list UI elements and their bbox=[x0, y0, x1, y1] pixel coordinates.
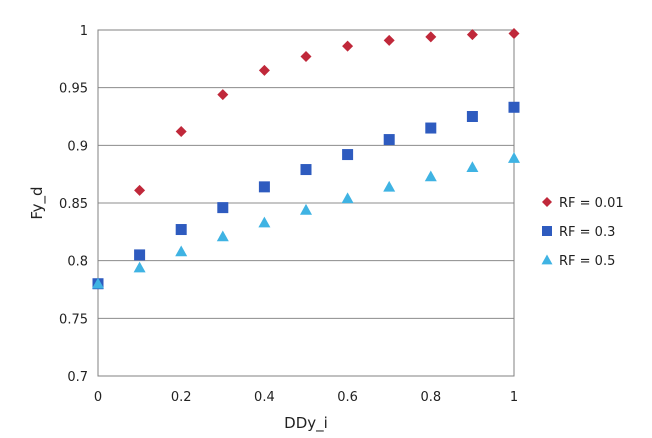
data-point-diamond bbox=[342, 40, 354, 52]
data-point-square bbox=[258, 181, 270, 193]
data-point-square bbox=[300, 164, 312, 176]
data-point-triangle bbox=[300, 203, 312, 215]
plot-area-border bbox=[97, 29, 515, 377]
legend-label: RF = 0.5 bbox=[559, 254, 615, 269]
y-tick-label: 0.75 bbox=[59, 312, 88, 327]
x-tick-label: 0 bbox=[94, 390, 102, 405]
data-point-triangle bbox=[383, 180, 396, 192]
data-point-square bbox=[508, 101, 520, 113]
data-point-square bbox=[134, 249, 146, 261]
tick-labels: 0.7 0.75 0.8 0.85 0.9 0.95 1 0 0.2 0.4 0.6 0.8 1 bbox=[59, 24, 518, 405]
legend-marker-square bbox=[542, 226, 552, 236]
data-point-triangle bbox=[424, 170, 437, 182]
data-point-diamond bbox=[300, 51, 312, 63]
data-point-square bbox=[383, 134, 395, 146]
data-point-diamond bbox=[175, 125, 187, 137]
data-point-diamond bbox=[134, 184, 146, 196]
legend-marker-diamond bbox=[542, 197, 552, 207]
data-point-triangle bbox=[508, 152, 520, 163]
y-tick-label: 1 bbox=[80, 24, 88, 39]
data-point-diamond bbox=[508, 27, 520, 39]
data-point-square bbox=[466, 111, 478, 122]
data-point-diamond bbox=[217, 89, 229, 101]
y-tick-label: 0.85 bbox=[59, 197, 88, 212]
data-point-triangle bbox=[133, 261, 146, 273]
data-point-triangle bbox=[341, 192, 354, 204]
data-point-diamond bbox=[425, 31, 437, 43]
y-tick-label: 0.8 bbox=[67, 255, 88, 270]
x-tick-label: 1 bbox=[510, 390, 518, 405]
data-point-triangle bbox=[92, 277, 104, 289]
data-point-triangle bbox=[258, 216, 271, 228]
x-tick-label: 0.8 bbox=[420, 390, 441, 405]
legend-label: RF = 0.01 bbox=[559, 196, 624, 211]
data-point-triangle bbox=[175, 245, 188, 257]
data-point-square bbox=[175, 224, 187, 236]
series-diamond bbox=[134, 27, 520, 196]
legend: RF = 0.01 RF = 0.3 RF = 0.5 bbox=[541, 196, 624, 269]
data-point-triangle bbox=[466, 161, 479, 173]
x-axis-title: DDy_i bbox=[284, 414, 328, 433]
y-tick-label: 0.95 bbox=[59, 82, 88, 97]
y-tick-label: 0.9 bbox=[67, 139, 88, 154]
x-tick-label: 0.4 bbox=[254, 390, 275, 405]
data-point-diamond bbox=[383, 34, 395, 46]
data-point-diamond bbox=[258, 64, 270, 76]
series-triangle bbox=[92, 152, 520, 289]
y-axis-title: Fy_d bbox=[28, 186, 47, 219]
data-point-square bbox=[342, 149, 354, 161]
data-point-square bbox=[217, 202, 229, 214]
legend-label: RF = 0.3 bbox=[559, 225, 615, 240]
data-point-triangle bbox=[216, 230, 229, 242]
legend-marker-triangle bbox=[541, 254, 553, 265]
x-tick-label: 0.6 bbox=[337, 390, 358, 405]
data-point-diamond bbox=[466, 29, 478, 41]
x-tick-label: 0.2 bbox=[171, 390, 192, 405]
data-point-square bbox=[425, 122, 437, 134]
y-tick-label: 0.7 bbox=[67, 370, 88, 385]
data-points bbox=[92, 27, 520, 290]
